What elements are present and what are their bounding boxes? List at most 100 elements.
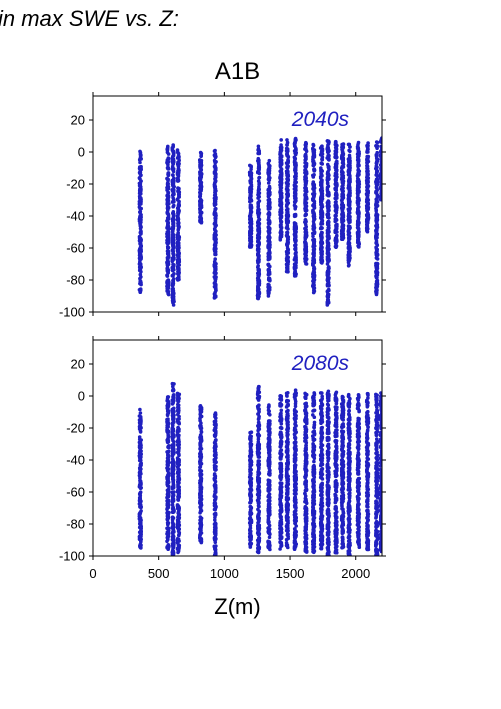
data-point — [212, 259, 217, 264]
data-point — [326, 215, 330, 219]
data-point — [137, 158, 142, 162]
data-point — [171, 223, 176, 227]
data-point — [278, 155, 283, 160]
data-point — [375, 165, 379, 169]
data-point — [248, 193, 252, 197]
data-point — [293, 274, 298, 278]
band-1340 — [266, 158, 272, 298]
data-point — [172, 393, 176, 397]
data-point — [138, 530, 142, 535]
data-point — [166, 177, 170, 182]
data-point — [293, 196, 298, 201]
data-point — [170, 552, 175, 556]
data-point — [138, 239, 143, 243]
data-point — [266, 177, 271, 182]
data-point — [138, 272, 143, 277]
data-point — [340, 207, 344, 212]
data-point — [165, 147, 170, 151]
data-point — [320, 157, 324, 162]
data-point — [138, 276, 142, 281]
data-point — [320, 261, 324, 265]
data-point — [171, 303, 176, 307]
data-point — [334, 146, 339, 150]
data-point — [166, 227, 170, 231]
data-point — [279, 160, 284, 164]
data-point — [319, 166, 323, 170]
data-point — [326, 153, 330, 158]
data-point — [199, 172, 204, 177]
data-point — [278, 216, 283, 220]
data-point — [199, 481, 203, 485]
data-point — [303, 226, 307, 231]
data-point — [137, 165, 142, 170]
data-point — [138, 160, 142, 165]
data-point — [285, 235, 290, 239]
data-point — [320, 194, 325, 198]
data-point — [333, 155, 337, 159]
data-point — [172, 241, 176, 245]
data-point — [257, 186, 261, 191]
data-point — [176, 216, 180, 220]
data-point — [198, 468, 202, 473]
band-1950 — [346, 142, 352, 268]
data-points — [137, 381, 382, 556]
data-point — [176, 461, 180, 465]
data-point — [320, 205, 325, 209]
data-point — [375, 159, 380, 163]
data-point — [303, 254, 308, 259]
data-point — [255, 159, 260, 163]
data-point — [266, 181, 271, 185]
data-point — [198, 487, 203, 491]
data-point — [334, 169, 339, 174]
data-point — [267, 211, 272, 216]
data-point — [375, 284, 380, 289]
data-point — [177, 458, 181, 462]
data-point — [170, 287, 175, 291]
data-point — [256, 275, 260, 280]
data-point — [356, 168, 360, 173]
data-point — [325, 238, 330, 242]
data-point — [137, 256, 142, 261]
data-point — [213, 159, 217, 164]
band-2195 — [378, 136, 382, 202]
data-point — [137, 435, 142, 439]
data-point — [170, 453, 175, 458]
data-point — [375, 288, 379, 293]
data-point — [319, 150, 324, 155]
data-point — [249, 189, 253, 194]
data-point — [177, 509, 181, 513]
data-point — [176, 267, 180, 271]
data-point — [138, 492, 142, 497]
data-point — [266, 192, 271, 197]
data-point — [320, 179, 324, 184]
data-point — [177, 532, 181, 536]
data-point — [137, 525, 142, 530]
data-point — [139, 215, 143, 219]
data-point — [165, 545, 169, 549]
data-point — [374, 241, 379, 246]
data-point — [347, 263, 351, 267]
data-point — [138, 449, 142, 454]
data-point — [171, 407, 175, 412]
data-point — [366, 189, 371, 194]
data-point — [286, 164, 291, 169]
data-point — [326, 222, 330, 227]
data-point — [303, 213, 308, 217]
data-point — [176, 521, 180, 525]
data-point — [347, 177, 352, 182]
data-point — [138, 290, 142, 294]
data-point — [257, 242, 262, 247]
data-point — [365, 166, 370, 171]
band-610 — [170, 143, 176, 307]
data-point — [278, 186, 283, 190]
data-point — [171, 211, 175, 215]
data-point — [198, 204, 202, 208]
data-point — [347, 210, 352, 215]
data-point — [198, 404, 203, 408]
data-point — [248, 173, 252, 177]
data-point — [266, 262, 271, 267]
data-point — [374, 229, 378, 233]
data-point — [356, 161, 361, 165]
data-point — [213, 457, 217, 462]
data-point — [278, 145, 283, 150]
